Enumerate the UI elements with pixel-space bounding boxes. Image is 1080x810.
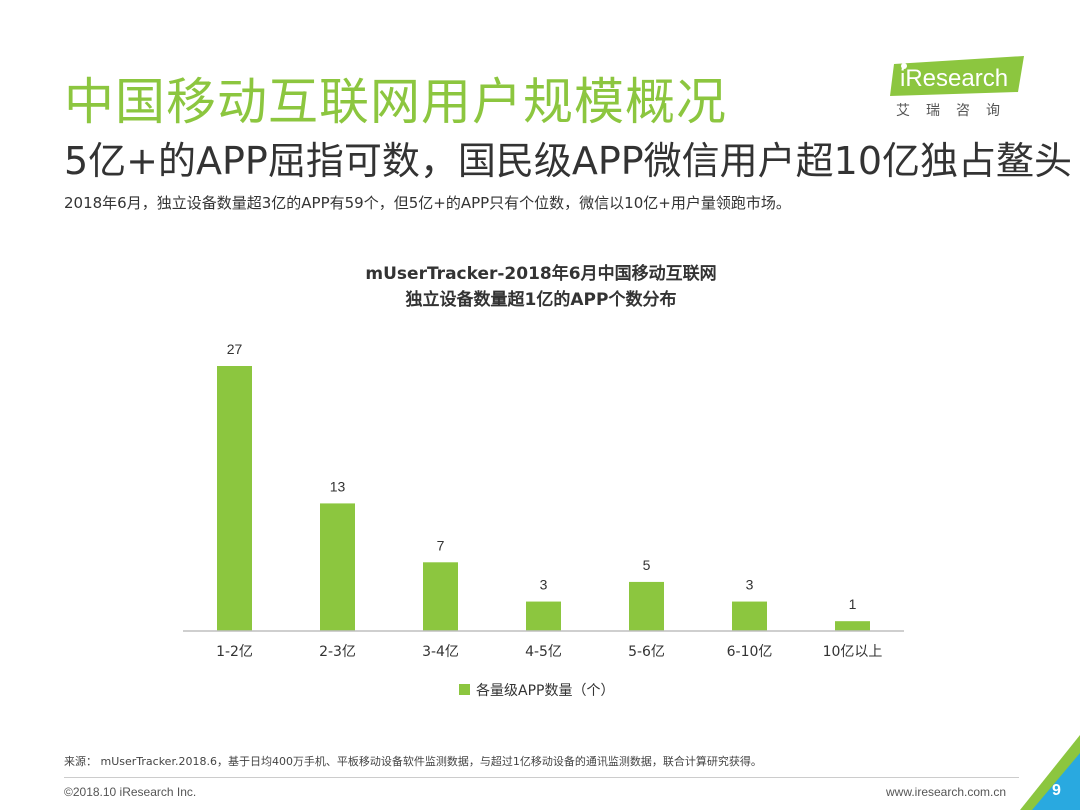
- x-tick-label-0: 1-2亿: [216, 644, 253, 660]
- legend-label: 各量级APP数量（个）: [476, 683, 614, 699]
- logo-text: iResearch: [900, 65, 1008, 92]
- source-note: 来源： mUserTracker.2018.6，基于日均400万手机、平板移动设…: [64, 755, 762, 768]
- x-tick-label-3: 4-5亿: [525, 644, 562, 660]
- bar-value-label-6: 1: [849, 596, 857, 612]
- bar-value-label-0: 27: [227, 341, 243, 357]
- bar-6: [835, 621, 870, 631]
- x-tick-label-2: 3-4亿: [422, 644, 459, 660]
- copyright-text: ©2018.10 iResearch Inc.: [64, 785, 197, 799]
- chart-legend: 各量级APP数量（个）: [459, 683, 614, 699]
- legend-swatch: [459, 684, 470, 695]
- page-subtitle: 5亿+的APP屈指可数，国民级APP微信用户超10亿独占鳌头: [64, 139, 1073, 183]
- chart-title-line-1: mUserTracker-2018年6月中国移动互联网: [365, 263, 716, 284]
- bar-4: [629, 581, 664, 631]
- bar-3: [526, 601, 561, 631]
- x-tick-label-6: 10亿以上: [823, 644, 883, 660]
- x-tick-label-1: 2-3亿: [319, 644, 356, 660]
- x-tick-label-5: 6-10亿: [727, 644, 773, 660]
- bar-5: [732, 601, 767, 631]
- bar-value-label-1: 13: [330, 478, 346, 494]
- page-title: 中国移动互联网用户规模概况: [64, 73, 727, 131]
- bar-value-label-3: 3: [540, 577, 548, 593]
- corner-decoration: [1020, 735, 1080, 810]
- iresearch-logo: iResearch 艾瑞咨询: [890, 56, 1030, 126]
- bar-0: [217, 366, 252, 631]
- footer-divider: [64, 777, 1019, 778]
- page-number: 9: [1052, 782, 1061, 799]
- website-link[interactable]: www.iresearch.com.cn: [886, 785, 1007, 799]
- logo-chinese: 艾瑞咨询: [896, 103, 1016, 119]
- bar-value-label-2: 7: [437, 537, 445, 553]
- logo-mark: iResearch: [890, 56, 1024, 96]
- bar-2: [423, 562, 458, 631]
- chart-title-line-2: 独立设备数量超1亿的APP个数分布: [406, 289, 677, 310]
- bar-value-label-4: 5: [643, 557, 651, 573]
- page-description: 2018年6月，独立设备数量超3亿的APP有59个，但5亿+的APP只有个位数，…: [64, 194, 791, 212]
- bar-chart: mUserTracker-2018年6月中国移动互联网 独立设备数量超1亿的AP…: [183, 263, 904, 699]
- bar-1: [320, 503, 355, 631]
- x-tick-label-4: 5-6亿: [628, 644, 665, 660]
- bar-value-label-5: 3: [746, 577, 754, 593]
